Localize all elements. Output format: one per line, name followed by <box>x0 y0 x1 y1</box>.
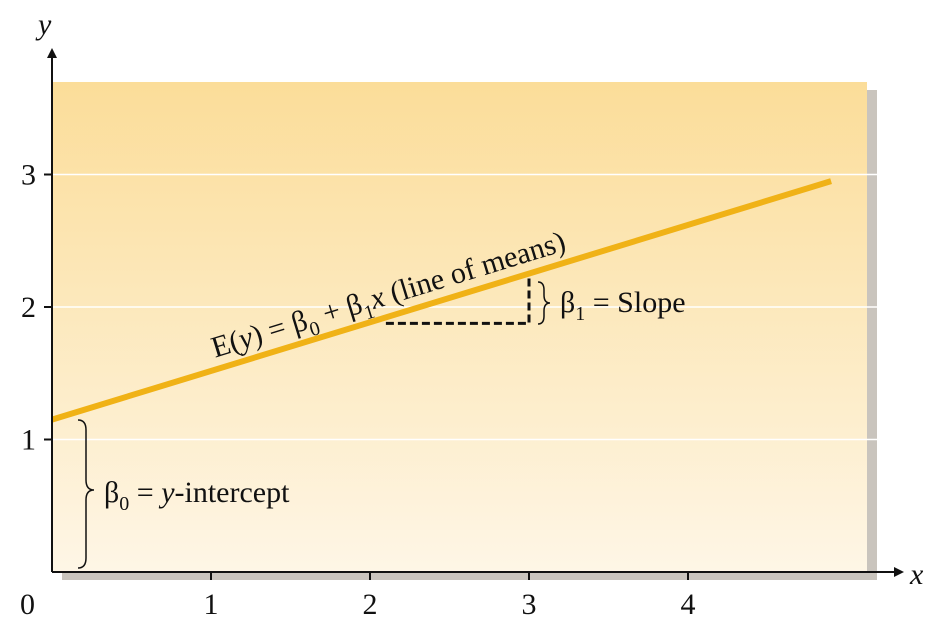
intercept-var: y <box>158 476 175 509</box>
slope-brace <box>537 281 551 325</box>
slope-label: β1 = Slope <box>560 286 686 325</box>
intercept-brace <box>77 419 95 569</box>
slope-triangle <box>385 277 531 325</box>
intercept-beta: β <box>104 476 119 509</box>
y-tick-label-2: 2 <box>21 291 36 324</box>
slope-beta: β <box>560 286 575 319</box>
x-tick-label-4: 4 <box>681 588 696 621</box>
intercept-beta-sub: 0 <box>119 493 129 515</box>
x-tick-label-2: 2 <box>363 588 378 621</box>
y-tick-label-1: 1 <box>21 424 36 457</box>
y-tick-label-3: 3 <box>21 159 36 192</box>
x-axis-label: x <box>909 558 924 591</box>
plot-area <box>52 82 867 572</box>
intercept-text: -intercept <box>175 476 291 509</box>
x-tick-label-3: 3 <box>522 588 537 621</box>
intercept-eq: = <box>129 476 161 509</box>
line-of-means <box>51 178 832 423</box>
slope-beta-sub: 1 <box>575 303 585 325</box>
data-layer <box>51 178 832 423</box>
intercept-label: β0 = y-intercept <box>104 476 290 515</box>
axis-tick-labels: 1 2 3 4 1 2 3 <box>21 159 696 622</box>
y-axis-label: y <box>35 8 52 41</box>
origin-label: 0 <box>20 588 35 621</box>
slope-text: = Slope <box>585 286 685 319</box>
gridlines <box>52 173 881 441</box>
x-tick-label-1: 1 <box>204 588 219 621</box>
axis-ticks <box>44 173 689 580</box>
